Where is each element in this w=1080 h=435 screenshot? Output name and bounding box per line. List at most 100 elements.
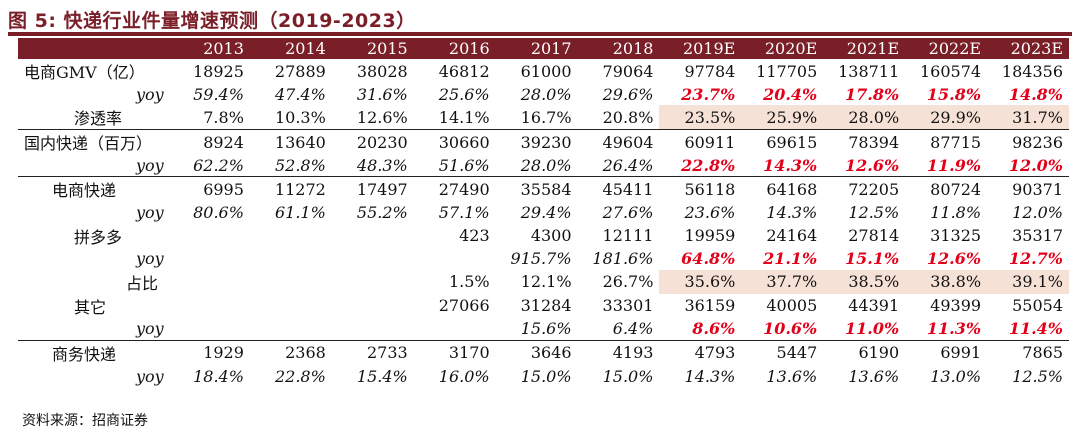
column-header: 2018 xyxy=(577,38,660,59)
table-cell: 12.6% xyxy=(844,155,900,175)
row-label: 占比 xyxy=(126,273,159,293)
table-cell: 26.4% xyxy=(602,155,654,175)
table-cell: 31284 xyxy=(520,296,572,316)
table-cell: 26.7% xyxy=(602,272,654,292)
table-cell: 18.4% xyxy=(193,366,244,386)
table-cell: 36159 xyxy=(684,296,736,316)
row-label: yoy xyxy=(136,84,164,104)
table-cell: 45411 xyxy=(577,176,660,202)
table-cell xyxy=(332,318,414,341)
table-cell: 27490 xyxy=(413,176,496,202)
table-cell: 61000 xyxy=(520,61,572,81)
table-row: 电商GMV（亿） 18925 27889 38028 46812 61000 79064 97… xyxy=(18,59,1069,83)
table-cell: 5447 xyxy=(741,339,824,365)
table-row: 国内快递（百万） 8924 13640 20230 30660 39230 49604 609… xyxy=(18,129,1069,155)
table-cell xyxy=(414,318,496,341)
table-cell: 20.4% xyxy=(763,84,818,104)
row-label: 电商快递 xyxy=(18,176,168,202)
table-cell: 6995 xyxy=(168,176,250,202)
column-header: 2022E xyxy=(905,38,988,59)
table-cell: 49604 xyxy=(577,129,660,155)
table-cell: 35317 xyxy=(1012,226,1063,246)
table-cell: 28.0% xyxy=(520,84,572,104)
table-cell: 11.9% xyxy=(926,155,982,175)
table-cell: 13.0% xyxy=(930,366,982,386)
table-cell: 11.8% xyxy=(930,202,982,222)
table-cell xyxy=(250,270,332,294)
table-cell: 49399 xyxy=(930,296,982,316)
table-cell: 55.2% xyxy=(356,202,408,222)
yoy-row: yoy 80.6% 61.1% 55.2% 57.1% 29.4% 27.6% 23.6% 14… xyxy=(18,201,1069,223)
table-cell: 35.6% xyxy=(659,269,742,294)
table-cell: 184356 xyxy=(1001,61,1063,81)
table-cell: 57.1% xyxy=(438,202,490,222)
table-row: 拼多多 423 4300 12111 19959 24164 27814 31325 35317 xyxy=(18,224,1069,248)
table-cell: 20.8% xyxy=(602,107,654,127)
table-cell: 40005 xyxy=(766,296,818,316)
table-cell: 11.0% xyxy=(844,319,900,339)
table-cell: 29.9% xyxy=(905,105,988,130)
table-cell: 13.6% xyxy=(766,366,818,386)
table-cell: 38.8% xyxy=(905,269,988,294)
table-cell: 10.3% xyxy=(274,107,326,127)
table-cell xyxy=(250,248,332,270)
table-cell: 27814 xyxy=(848,226,900,246)
column-header: 2017 xyxy=(495,38,578,59)
table-cell: 16.7% xyxy=(520,107,572,127)
table-cell: 2368 xyxy=(249,339,332,365)
row-label: 渗透率 xyxy=(74,109,123,129)
table-cell: 59.4% xyxy=(193,84,244,104)
table-cell: 23.7% xyxy=(681,84,736,104)
table-cell: 72205 xyxy=(823,176,906,202)
table-cell: 23.5% xyxy=(659,105,742,130)
table-cell: 14.3% xyxy=(684,366,736,386)
table-cell: 29.6% xyxy=(602,84,654,104)
table-cell: 25.6% xyxy=(438,84,490,104)
table-cell: 39.1% xyxy=(987,269,1069,294)
table-cell: 52.8% xyxy=(274,155,326,175)
table-cell: 12.0% xyxy=(1012,202,1063,222)
table-cell: 12111 xyxy=(602,226,654,246)
table-cell: 11272 xyxy=(249,176,332,202)
table-cell: 39230 xyxy=(495,129,578,155)
table-cell: 13.6% xyxy=(848,366,900,386)
table-cell xyxy=(250,318,332,341)
table-cell: 97784 xyxy=(684,61,736,81)
column-header: 2020E xyxy=(741,38,824,59)
table-cell: 15.0% xyxy=(520,366,572,386)
row-label: 拼多多 xyxy=(74,227,123,247)
table-cell: 160574 xyxy=(919,61,982,81)
table-cell xyxy=(168,270,250,294)
table-cell: 12.0% xyxy=(1008,155,1063,175)
table-cell: 35584 xyxy=(495,176,578,202)
table-cell xyxy=(168,224,250,248)
table-cell: 18925 xyxy=(193,61,244,81)
table-cell xyxy=(250,224,332,248)
table-cell: 6.4% xyxy=(612,319,654,339)
header-row: 2013 2014 2015 2016 2017 2018 2019E 2020E 2021E 2… xyxy=(18,38,1069,59)
table-cell: 2733 xyxy=(331,339,414,365)
table-cell xyxy=(168,318,250,341)
table-cell: 14.3% xyxy=(763,155,818,175)
table-cell: 11.3% xyxy=(926,319,982,339)
table-cell: 60911 xyxy=(659,129,742,155)
table-cell: 6190 xyxy=(823,339,906,365)
table-cell: 3646 xyxy=(495,339,578,365)
table-cell: 27889 xyxy=(274,61,326,81)
table-cell xyxy=(414,248,496,270)
table-cell: 78394 xyxy=(823,129,906,155)
table-cell: 38.5% xyxy=(823,269,906,294)
table-cell: 14.1% xyxy=(438,107,490,127)
table-cell: 1929 xyxy=(168,339,250,365)
table-cell: 98236 xyxy=(987,129,1069,155)
row-label: 商务快递 xyxy=(18,339,168,365)
column-header: 2015 xyxy=(331,38,414,59)
table-row: 占比 1.5% 12.1% 26.7% 35.6% 37.7% 38.5% 38.8% 39.1… xyxy=(18,269,1069,294)
table-cell: 6991 xyxy=(905,339,988,365)
table-cell: 15.1% xyxy=(844,249,900,269)
table-cell: 55054 xyxy=(1012,296,1063,316)
table-cell: 80.6% xyxy=(193,202,244,222)
table-cell: 27.6% xyxy=(602,202,654,222)
table-cell: 64168 xyxy=(741,176,824,202)
table-cell: 19959 xyxy=(684,226,736,246)
